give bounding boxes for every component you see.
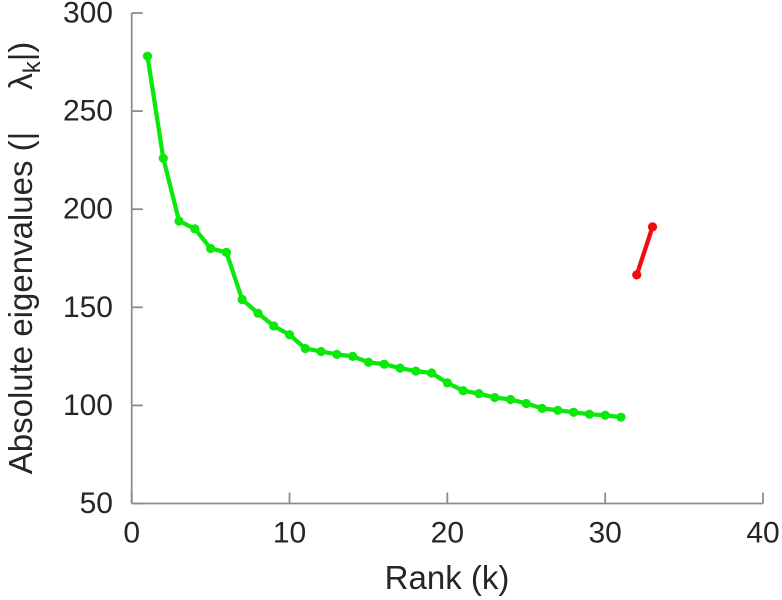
absolute-eigenvalues-marker [458,386,468,396]
absolute-eigenvalues-marker [300,343,310,354]
absolute-eigenvalues-marker [284,330,295,340]
absolute-eigenvalues-marker [363,357,374,367]
absolute-eigenvalues-marker [237,294,247,305]
absolute-eigenvalues-marker [426,368,437,378]
absolute-eigenvalues-marker [490,392,500,403]
absolute-eigenvalues-marker [474,389,484,399]
absolute-eigenvalues-marker [206,243,216,254]
absolute-eigenvalues-marker [142,51,153,61]
y-tick-label: 300 [63,0,113,30]
y-tick-label: 50 [80,487,113,520]
absolute-eigenvalues-marker [316,346,326,357]
y-tick-label: 150 [63,291,113,324]
absolute-eigenvalues-marker [269,321,279,331]
x-axis-label: Rank (k) [385,559,510,596]
absolute-eigenvalues-marker [616,412,626,422]
absolute-eigenvalues-marker [190,224,200,234]
outlier-eigenvalues-line [634,224,655,278]
absolute-eigenvalues-marker [553,405,563,415]
absolute-eigenvalues-marker [600,410,610,420]
y-label-prefix: Absolute eigenvalues (| [2,132,39,474]
tick-labels: 50 100 150 200 250 300 0 10 20 30 40 [63,0,780,550]
outlier-eigenvalues-marker [632,270,642,280]
series-absolute-eigenvalues [142,51,626,422]
absolute-eigenvalues-marker [379,359,389,369]
series-outlier-eigenvalues [632,222,658,280]
lambda-subscript-k: k [19,60,46,73]
absolute-eigenvalues-marker [158,153,168,163]
absolute-eigenvalues-marker [253,308,263,318]
x-tick-label: 10 [273,517,306,550]
absolute-eigenvalues-marker [411,366,421,376]
x-tick-label: 0 [123,517,140,550]
absolute-eigenvalues-marker [395,363,405,373]
absolute-eigenvalues-marker [332,349,342,359]
y-tick-label: 100 [63,389,113,422]
absolute-eigenvalues-marker [521,398,531,409]
y-label-suffix: |) [2,42,39,62]
absolute-eigenvalues-marker [569,407,579,417]
absolute-eigenvalues-marker [174,216,184,226]
x-tick-label: 40 [746,517,779,550]
lambda-symbol: λ [2,73,39,90]
outlier-eigenvalues-marker [647,222,658,232]
axes [130,12,764,505]
absolute-eigenvalues-marker [584,409,594,419]
x-tick-label: 30 [588,517,621,550]
absolute-eigenvalues-marker [442,378,452,388]
absolute-eigenvalues-marker [537,403,547,413]
absolute-eigenvalues-marker [348,351,358,361]
y-tick-label: 200 [63,193,113,226]
y-axis-label: Absolute eigenvalues (| λk|) [2,42,46,475]
series-layer [142,51,658,422]
absolute-eigenvalues-marker [505,394,516,405]
y-tick-label: 250 [63,95,113,128]
x-tick-label: 20 [431,517,464,550]
absolute-eigenvalues-marker [221,247,231,257]
